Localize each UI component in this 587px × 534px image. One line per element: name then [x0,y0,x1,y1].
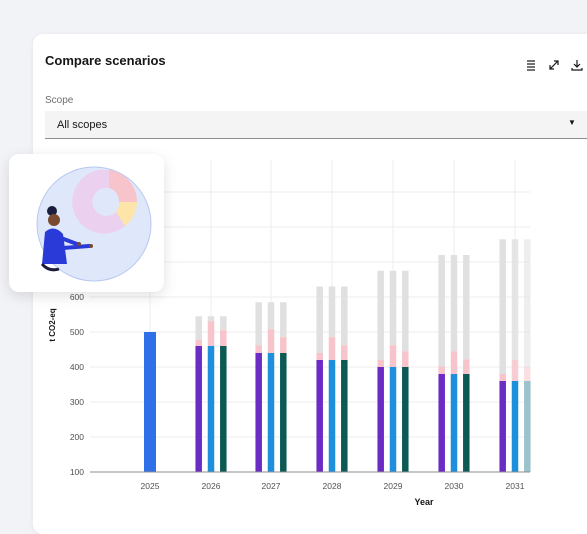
panel-title: Compare scenarios [45,53,166,68]
bar-segment-emissions-2026 [207,346,215,472]
bar-segment-emissions-2028 [316,360,323,472]
bar-segment-reduction-2031 [511,360,519,381]
bar-segment-reduction-2028 [328,337,336,360]
bar-segment-remaining-2026 [195,316,202,340]
bar-segment-remaining-2031 [524,239,531,367]
bar-segment-emissions-2030 [463,374,470,472]
bar-segment-reduction-2028 [316,353,323,360]
bar-segment-remaining-2030 [450,255,458,352]
bar-segment-emissions-2028 [341,360,348,472]
bar-segment-remaining-2026 [207,316,215,322]
bar-segment-emissions-2029 [389,367,397,472]
bar-segment-reduction-2027 [280,337,287,353]
bar-segment-remaining-2028 [341,286,348,346]
bar-segment-emissions-2029 [377,367,384,472]
y-tick-label: 600 [70,292,84,302]
bar-segment-remaining-2028 [328,286,336,338]
bar-segment-reduction-2027 [255,345,262,353]
x-axis-label: Year [414,497,434,507]
expand-icon[interactable] [547,58,561,72]
x-tick-label: 2026 [202,481,221,491]
bar-segment-remaining-2029 [389,270,397,346]
x-tick-label: 2031 [506,481,525,491]
bar-segment-emissions-2027 [280,353,287,472]
bar-segment-emissions-2026 [195,346,202,472]
bar-segment-emissions-2029 [402,367,409,472]
bar-segment-reduction-2031 [524,367,531,381]
bar-segment-remaining-2027 [255,302,262,346]
bar-segment-emissions-2027 [267,353,275,472]
bar-segment-emissions-2028 [328,360,336,472]
y-tick-label: 500 [70,327,84,337]
bar-segment-remaining-2026 [220,316,227,331]
bar-segment-reduction-2026 [207,321,215,346]
y-tick-label: 400 [70,362,84,372]
chart-bars [144,239,531,472]
bar-segment-reduction-2029 [402,351,409,367]
bar-segment-remaining-2027 [267,302,275,330]
bar-segment-remaining-2028 [316,286,323,353]
x-tick-label: 2028 [323,481,342,491]
scope-dropdown[interactable]: All scopes ▼ [45,111,587,139]
bar-segment-reduction-2029 [389,345,397,367]
table-icon[interactable] [524,58,538,72]
bar-segment-reduction-2030 [463,359,470,374]
bar-segment-emissions-2031 [524,381,531,472]
bar-segment-remaining-2029 [402,270,409,352]
bar-segment-reduction-2026 [195,339,202,346]
chevron-down-icon: ▼ [568,118,576,127]
chart-axes: 100 200 300 400 500 600 2025 2026 2027 2028 2029 20… [70,292,530,491]
bar-segment-emissions-2031 [499,381,506,472]
bar-segment-emissions-2030 [450,374,458,472]
scenario-chart: 100 200 300 400 500 600 2025 2026 2027 2028 2029 20… [48,160,531,507]
x-tick-label: 2029 [384,481,403,491]
scope-selected-value: All scopes [57,119,108,131]
bar-segment-reduction-2030 [450,351,458,374]
illustration-card [9,154,164,292]
bar-baseline-2025 [144,332,156,472]
analyst-illustration [36,166,152,282]
bar-segment-reduction-2029 [377,360,384,367]
bar-segment-emissions-2027 [255,353,262,472]
y-tick-label: 200 [70,432,84,442]
y-tick-label: 100 [70,467,84,477]
scope-label: Scope [45,95,74,106]
x-tick-label: 2027 [262,481,281,491]
x-tick-label: 2025 [141,481,160,491]
bar-segment-emissions-2030 [438,374,445,472]
bar-segment-remaining-2030 [438,255,445,367]
bar-segment-emissions-2026 [220,346,227,472]
bar-segment-remaining-2031 [499,239,506,374]
bar-segment-reduction-2026 [220,330,227,346]
download-icon[interactable] [570,58,584,72]
bar-segment-reduction-2030 [438,366,445,374]
y-tick-label: 300 [70,397,84,407]
bar-segment-remaining-2031 [511,239,519,360]
y-axis-label: t CO2-eq [48,308,57,341]
bar-segment-reduction-2027 [267,329,275,353]
bar-segment-reduction-2031 [499,374,506,381]
bar-segment-remaining-2027 [280,302,287,338]
bar-segment-remaining-2029 [377,270,384,360]
bar-segment-remaining-2030 [463,255,470,360]
x-tick-label: 2030 [445,481,464,491]
bar-segment-reduction-2028 [341,345,348,360]
bar-segment-emissions-2031 [511,381,519,472]
